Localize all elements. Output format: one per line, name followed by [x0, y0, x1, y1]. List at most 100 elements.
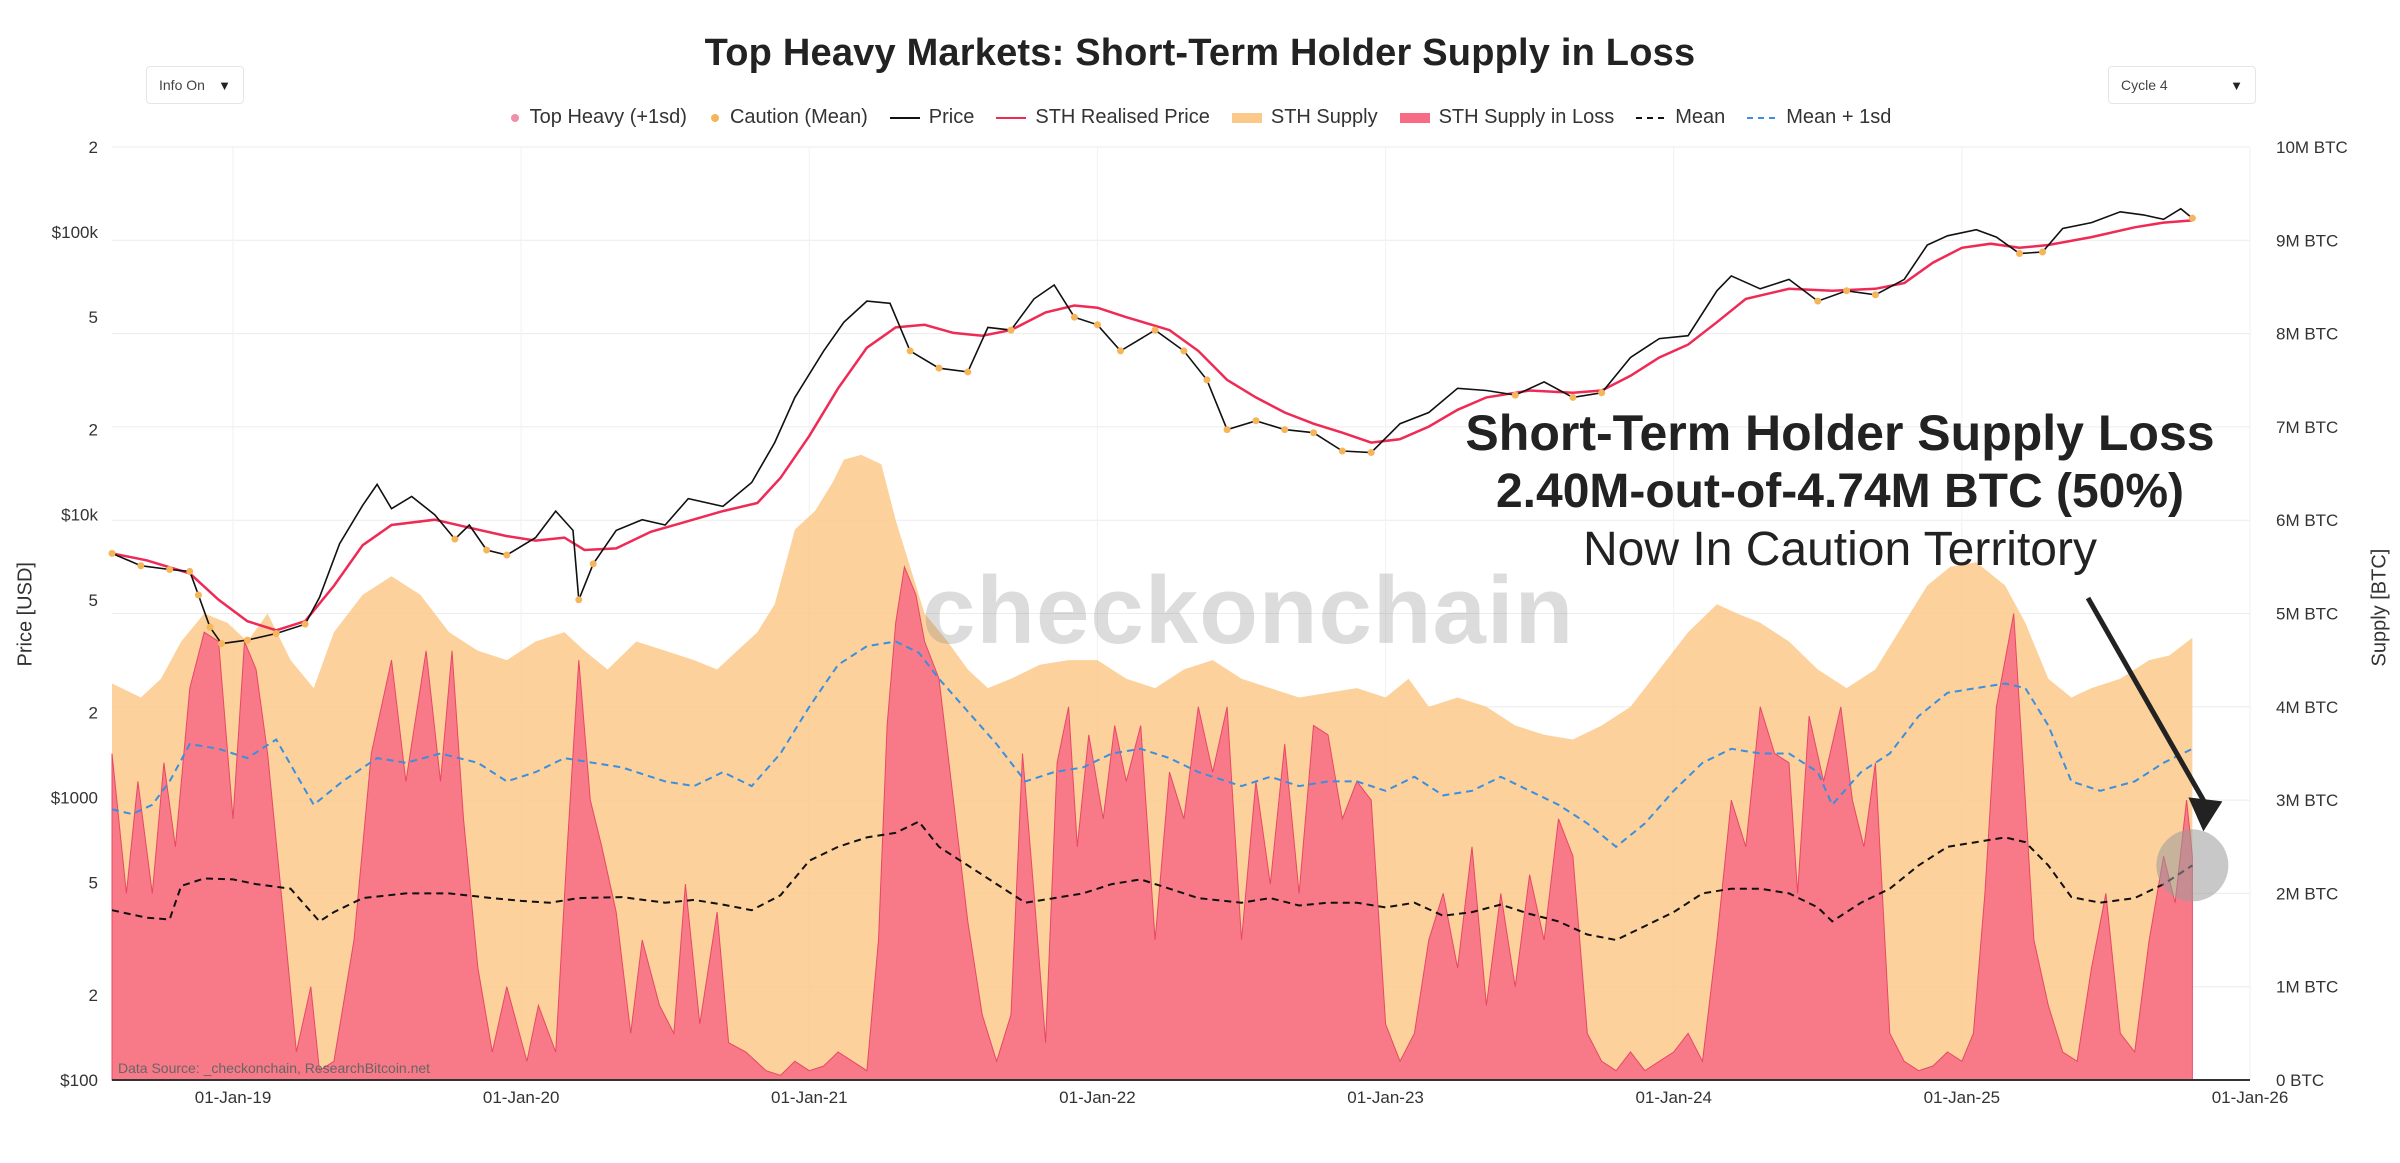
caution-marker	[1814, 297, 1822, 305]
caution-marker	[206, 623, 214, 631]
series-mean-plus-1sd-line	[111, 640, 2193, 849]
legend-symbol-icon	[510, 113, 519, 122]
caution-marker	[1281, 426, 1289, 434]
x-tick-label: 01-Jan-19	[195, 1088, 272, 1107]
caution-marker	[137, 562, 145, 570]
legend-label: Mean	[1675, 106, 1726, 128]
dropdown-arrow-icon: ▼	[2230, 77, 2243, 93]
legend-label: Top Heavy (+1sd)	[529, 106, 687, 128]
caution-marker	[1598, 389, 1606, 397]
caution-marker	[2188, 214, 2196, 222]
y-axis-label-price: Price [USD]	[14, 562, 37, 667]
caution-marker	[1151, 326, 1159, 334]
annotation-status: Now In Caution Territory	[1583, 523, 2097, 576]
line-layer	[111, 207, 2193, 942]
annotation-arrow-head	[2188, 797, 2223, 832]
y-tick-label-right: 7M BTC	[2276, 418, 2338, 437]
caution-marker	[1007, 326, 1015, 334]
caution-marker	[1338, 447, 1346, 455]
chart-legend: Top Heavy (+1sd) Caution (Mean) Price STH R…	[0, 106, 2400, 129]
y-tick-label-right: 6M BTC	[2276, 511, 2338, 530]
data-source-note: Data Source: _checkonchain, ResearchBitc…	[118, 1060, 431, 1076]
legend-symbol-icon	[710, 113, 719, 122]
legend-label: STH Supply in Loss	[1438, 106, 1615, 128]
y-axis-label-supply: Supply [BTC]	[2368, 548, 2391, 667]
dropdown-arrow-icon: ▼	[218, 77, 231, 93]
highlight-circle	[2156, 829, 2229, 902]
caution-marker	[1093, 321, 1101, 329]
legend-label: Price	[928, 106, 975, 128]
y-tick-label-right: 0 BTC	[2276, 1071, 2324, 1090]
caution-marker	[451, 535, 459, 543]
caution-marker	[1843, 287, 1851, 295]
y-tick-label-right: 9M BTC	[2276, 231, 2338, 250]
caution-marker	[1310, 429, 1318, 437]
y-tick-label-right: 2M BTC	[2276, 884, 2338, 903]
caution-marker	[935, 364, 943, 372]
caution-marker	[1511, 391, 1519, 399]
caution-marker	[1116, 347, 1124, 355]
y-tick-label-left: 2	[89, 421, 98, 440]
annotation-headline: Short-Term Holder Supply Loss	[1465, 405, 2215, 461]
y-tick-label-right: 5M BTC	[2276, 605, 2338, 624]
legend-item-sth-supply-in-loss[interactable]: STH Supply in Loss	[1399, 106, 1615, 129]
legend-item-sth-supply[interactable]: STH Supply	[1231, 106, 1378, 129]
legend-item-sth-realised-price[interactable]: STH Realised Price	[996, 106, 1210, 129]
y-tick-label-left: $10k	[61, 506, 98, 525]
cycle-select-dropdown[interactable]: Cycle 4 ▼	[2108, 66, 2256, 104]
legend-item-mean[interactable]: Mean	[1636, 106, 1725, 129]
caution-marker	[217, 640, 225, 648]
caution-marker	[301, 620, 309, 628]
watermark: checkonchain	[922, 557, 1575, 664]
legend-item-caution-mean[interactable]: Caution (Mean)	[709, 106, 868, 129]
caution-marker	[2039, 248, 2047, 256]
caution-marker	[503, 551, 511, 559]
caution-marker	[186, 567, 194, 575]
caution-marker	[243, 636, 251, 644]
caution-marker	[1252, 417, 1260, 425]
y-tick-label-left: 2	[89, 138, 98, 157]
caution-marker	[1223, 426, 1231, 434]
caution-marker	[1203, 376, 1211, 384]
x-tick-label: 01-Jan-20	[483, 1088, 560, 1107]
caution-marker	[194, 591, 202, 599]
caution-marker	[575, 596, 583, 604]
legend-symbol-icon	[996, 116, 1027, 119]
x-tick-label: 01-Jan-21	[771, 1088, 848, 1107]
x-tick-label: 01-Jan-24	[1635, 1088, 1712, 1107]
y-tick-label-right: 4M BTC	[2276, 698, 2338, 717]
caution-marker	[906, 347, 914, 355]
legend-item-mean-1sd[interactable]: Mean + 1sd	[1747, 106, 1891, 129]
series-mean-line	[111, 820, 2193, 942]
caution-marker	[2015, 249, 2023, 257]
legend-symbol-icon	[889, 116, 920, 119]
caution-marker	[1180, 347, 1188, 355]
x-tick-label: 01-Jan-25	[1924, 1088, 2001, 1107]
y-tick-label-left: 2	[89, 703, 98, 722]
legend-label: STH Supply	[1270, 106, 1378, 128]
x-tick-label: 01-Jan-23	[1347, 1088, 1424, 1107]
annotation-value: 2.40M-out-of-4.74M BTC (50%)	[1495, 465, 2185, 518]
caution-marker	[1070, 313, 1078, 321]
x-tick-label: 01-Jan-26	[2212, 1088, 2289, 1107]
y-tick-label-right: 10M BTC	[2276, 138, 2348, 157]
caution-marker	[108, 549, 116, 557]
caution-marker	[166, 566, 174, 574]
marker-layer	[108, 214, 2229, 902]
y-tick-label-right: 3M BTC	[2276, 791, 2338, 810]
caution-marker	[1871, 291, 1879, 299]
y-tick-label-left: 5	[89, 308, 98, 327]
legend-item-top-heavy-1sd[interactable]: Top Heavy (+1sd)	[509, 106, 687, 129]
chart-title: Top Heavy Markets: Short-Term Holder Sup…	[704, 32, 1696, 74]
y-tick-label-left: $100	[60, 1071, 98, 1090]
info-toggle-dropdown[interactable]: Info On ▼	[146, 66, 244, 104]
legend-symbol-icon	[1747, 116, 1778, 119]
legend-symbol-icon	[1636, 116, 1667, 119]
caution-marker	[1569, 393, 1577, 401]
legend-item-price[interactable]: Price	[889, 106, 975, 129]
y-tick-label-left: 5	[89, 873, 98, 892]
legend-label: Mean + 1sd	[1786, 106, 1892, 128]
info-toggle-label: Info On	[159, 77, 205, 93]
legend-label: Caution (Mean)	[729, 106, 868, 128]
